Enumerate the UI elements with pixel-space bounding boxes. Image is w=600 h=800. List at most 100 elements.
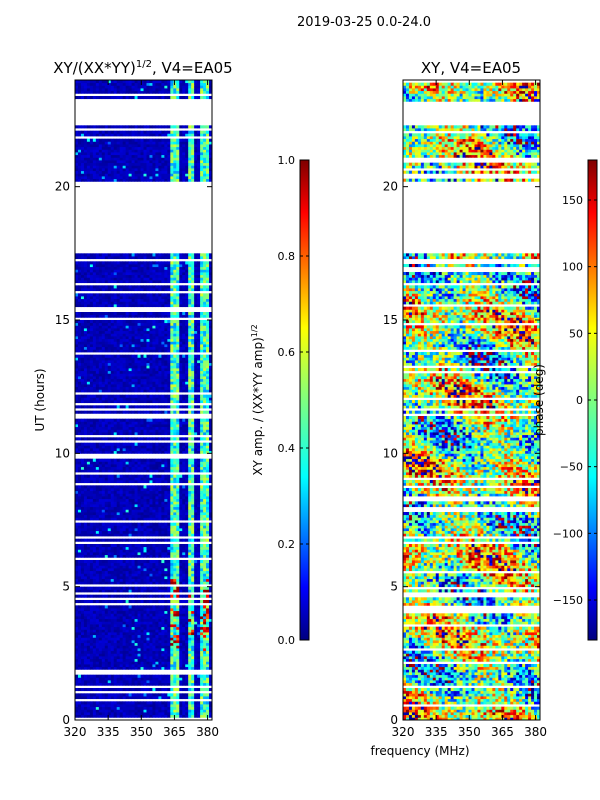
heatmap-cell xyxy=(128,578,132,582)
heatmap-cell xyxy=(116,637,121,641)
heatmap-cell xyxy=(167,589,171,593)
heatmap-cell xyxy=(119,504,124,508)
heatmap-cell xyxy=(110,554,115,558)
heatmap-cell xyxy=(89,490,94,494)
heatmap-cell xyxy=(104,525,109,529)
heatmap-cell xyxy=(107,418,112,422)
heatmap-cell xyxy=(158,474,162,478)
heatmap-cell xyxy=(200,365,204,369)
heatmap-cell xyxy=(152,661,156,665)
heatmap-cell xyxy=(158,648,162,652)
heatmap-cell xyxy=(134,629,138,633)
heatmap-cell xyxy=(107,378,112,382)
heatmap-cell xyxy=(191,378,195,382)
heatmap-cell xyxy=(107,645,112,649)
heatmap-cell xyxy=(89,432,94,436)
heatmap-cell xyxy=(86,370,91,374)
heatmap-cell xyxy=(188,576,192,580)
heatmap-cell xyxy=(101,381,106,385)
heatmap-cell xyxy=(188,693,192,697)
heatmap-cell xyxy=(197,696,201,700)
heatmap-cell xyxy=(101,461,106,465)
heatmap-cell xyxy=(179,661,183,665)
heatmap-cell xyxy=(77,490,82,494)
heatmap-cell xyxy=(164,418,168,422)
heatmap-cell xyxy=(83,696,88,700)
heatmap-cell xyxy=(176,682,180,686)
heatmap-cell xyxy=(146,642,150,646)
heatmap-cell xyxy=(80,530,85,534)
heatmap-cell xyxy=(98,426,103,430)
heatmap-cell xyxy=(122,544,127,548)
heatmap-cell xyxy=(125,498,130,502)
heatmap-cell xyxy=(83,560,88,564)
heatmap-cell xyxy=(98,376,103,380)
heatmap-cell xyxy=(161,570,165,574)
heatmap-cell xyxy=(170,437,174,441)
heatmap-cell xyxy=(143,504,147,508)
heatmap-cell xyxy=(197,450,201,454)
heatmap-cell xyxy=(128,469,132,473)
heatmap-cell xyxy=(179,485,183,489)
heatmap-cell xyxy=(149,386,153,390)
heatmap-cell xyxy=(146,554,150,558)
heatmap-cell xyxy=(143,384,147,388)
heatmap-cell xyxy=(209,501,212,505)
heatmap-cell xyxy=(134,373,138,377)
heatmap-cell xyxy=(143,677,147,681)
heatmap-cell xyxy=(86,696,91,700)
heatmap-cell xyxy=(206,650,210,654)
heatmap-cell xyxy=(197,488,201,492)
heatmap-cell xyxy=(122,466,127,470)
heatmap-cell xyxy=(170,445,174,449)
heatmap-cell xyxy=(149,568,153,572)
heatmap-cell xyxy=(80,368,85,372)
heatmap-cell xyxy=(116,474,121,478)
heatmap-cell xyxy=(137,466,141,470)
heatmap-cell xyxy=(131,688,135,692)
heatmap-cell xyxy=(161,410,165,414)
heatmap-cell xyxy=(206,370,210,374)
heatmap-cell xyxy=(134,386,138,390)
heatmap-cell xyxy=(125,512,130,516)
heatmap-cell xyxy=(83,477,88,481)
heatmap-cell xyxy=(131,424,135,428)
heatmap-cell xyxy=(101,568,106,572)
heatmap-cell xyxy=(92,394,97,398)
heatmap-cell xyxy=(203,496,207,500)
heatmap-cell xyxy=(158,608,162,612)
heatmap-cell xyxy=(167,682,171,686)
heatmap-cell xyxy=(155,581,159,585)
heatmap-cell xyxy=(203,706,207,710)
heatmap-cell xyxy=(152,504,156,508)
heatmap-cell xyxy=(134,445,138,449)
heatmap-cell xyxy=(176,538,180,542)
heatmap-cell xyxy=(122,405,127,409)
heatmap-cell xyxy=(176,661,180,665)
heatmap-cell xyxy=(80,522,85,526)
heatmap-cell xyxy=(75,613,79,617)
heatmap-cell xyxy=(86,480,91,484)
heatmap-cell xyxy=(83,693,88,697)
heatmap-cell xyxy=(86,400,91,404)
heatmap-cell xyxy=(143,424,147,428)
heatmap-cell xyxy=(89,480,94,484)
heatmap-cell xyxy=(98,530,103,534)
heatmap-cell xyxy=(104,661,109,665)
heatmap-cell xyxy=(206,624,210,628)
heatmap-cell xyxy=(98,664,103,668)
heatmap-cell xyxy=(75,680,79,684)
heatmap-cell xyxy=(161,709,165,713)
heatmap-cell xyxy=(77,656,82,660)
heatmap-cell xyxy=(176,613,180,617)
heatmap-cell xyxy=(75,426,79,430)
heatmap-cell xyxy=(77,429,82,433)
heatmap-cell xyxy=(98,493,103,497)
heatmap-cell xyxy=(101,370,106,374)
heatmap-cell xyxy=(122,554,127,558)
heatmap-cell xyxy=(185,389,189,393)
heatmap-cell xyxy=(119,512,124,516)
heatmap-cell xyxy=(179,610,183,614)
heatmap-cell xyxy=(98,640,103,644)
heatmap-cell xyxy=(179,450,183,454)
